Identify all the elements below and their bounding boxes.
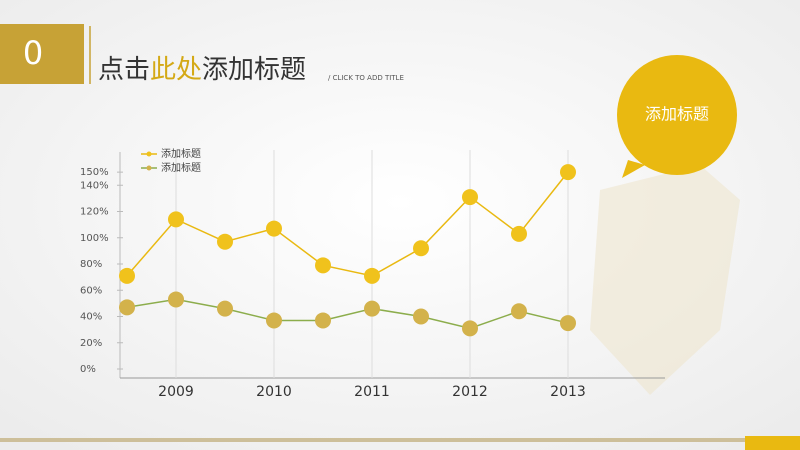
bottom-block [745, 436, 800, 450]
marker [413, 240, 429, 257]
legend-marker [146, 151, 152, 157]
x-tick-label: 2012 [452, 384, 488, 400]
x-tick-label: 2013 [550, 384, 586, 400]
y-tick-label: 150% [80, 167, 109, 178]
x-tick-label: 2010 [256, 384, 292, 400]
number-box [0, 24, 84, 84]
y-tick-label: 100% [80, 233, 109, 244]
chart: 0% 20% 40% 60% 80% 100% 120% 140% 150% 2009 2010 20… [80, 147, 665, 400]
x-tick-label: 2009 [158, 384, 194, 400]
marker [119, 299, 135, 316]
slide-number: 0 [23, 34, 43, 72]
decoration [590, 165, 740, 395]
marker [315, 257, 331, 274]
legend-label: 添加标题 [161, 147, 201, 160]
legend-label: 添加标题 [161, 161, 201, 174]
y-tick-label: 120% [80, 207, 109, 218]
marker [462, 189, 478, 206]
callout-bubble [617, 55, 737, 175]
callout-text: 添加标题 [645, 105, 709, 124]
y-tick-label: 80% [80, 259, 102, 270]
marker [364, 300, 380, 317]
y-tick-label: 60% [80, 285, 102, 296]
marker [511, 225, 527, 242]
marker [217, 300, 233, 317]
series-line [126, 298, 569, 330]
marker [315, 312, 331, 329]
marker [168, 211, 184, 228]
x-tick-label: 2011 [354, 384, 390, 400]
y-tick-label: 20% [80, 338, 102, 349]
marker [168, 291, 184, 308]
y-tick-label: 40% [80, 312, 102, 323]
marker [413, 308, 429, 325]
subtitle: / CLICK TO ADD TITLE [328, 74, 404, 82]
title-part: 点击 [98, 55, 150, 85]
marker [266, 312, 282, 329]
marker [217, 233, 233, 250]
title-part: 此处 [150, 55, 202, 85]
marker [560, 164, 576, 181]
marker [560, 315, 576, 332]
callout-tail [622, 160, 645, 178]
bottom-bar [0, 438, 745, 442]
marker [462, 320, 478, 337]
legend-marker [146, 165, 152, 171]
marker [511, 303, 527, 320]
marker [119, 267, 135, 284]
title-part: 添加标题 [202, 55, 306, 85]
y-tick-label: 0% [80, 364, 96, 375]
series-line [126, 171, 569, 277]
y-tick-label: 140% [80, 180, 109, 191]
marker [266, 220, 282, 237]
slide-title: 点击此处添加标题 [98, 55, 306, 85]
marker [364, 267, 380, 284]
